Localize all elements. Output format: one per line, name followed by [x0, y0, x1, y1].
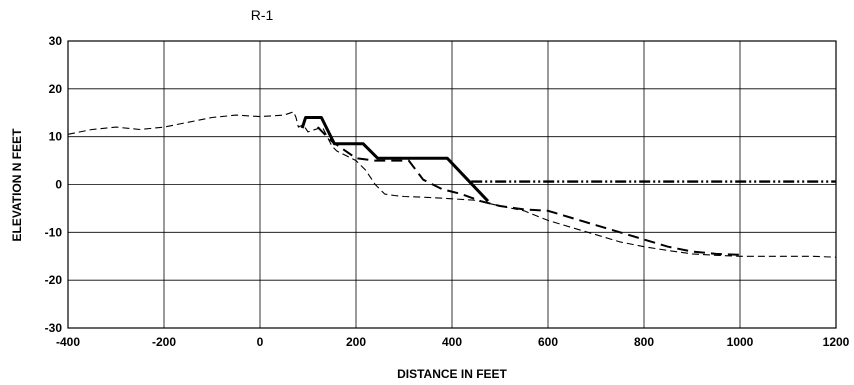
series-line-thick-solid: [300, 116, 490, 203]
series-layer: [67, 111, 837, 258]
series-line-thin-dashed: [67, 111, 837, 258]
grid-lines: [67, 40, 837, 329]
y-tick-label: 10: [49, 130, 63, 144]
x-axis-title: DISTANCE IN FEET: [397, 367, 507, 381]
x-tick-label: 400: [442, 335, 462, 349]
y-axis-title: ELEVATION N FEET: [10, 128, 24, 242]
x-tick-label: 0: [257, 335, 264, 349]
x-tick-label: 800: [634, 335, 654, 349]
y-tick-label: -20: [45, 273, 63, 287]
x-tick-label: 1000: [727, 335, 754, 349]
y-tick-label: -30: [45, 321, 63, 335]
x-tick-label: 600: [538, 335, 558, 349]
y-tick-label: 20: [49, 82, 63, 96]
plot-frame: [67, 40, 837, 329]
chart-title: R-1: [251, 7, 274, 23]
y-tick-label: 30: [49, 34, 63, 48]
x-tick-label: -200: [152, 335, 176, 349]
x-tick-label: -400: [56, 335, 80, 349]
y-tick-label: -10: [45, 225, 63, 239]
x-tick-label: 1200: [823, 335, 850, 349]
series-line-medium-dashed: [316, 126, 741, 256]
y-tick-label: 0: [55, 178, 62, 192]
tick-labels: -400 -200 0 200 400 600 800 1000 1200 30 20 10 0 -10 -…: [45, 34, 850, 349]
x-tick-label: 200: [346, 335, 366, 349]
